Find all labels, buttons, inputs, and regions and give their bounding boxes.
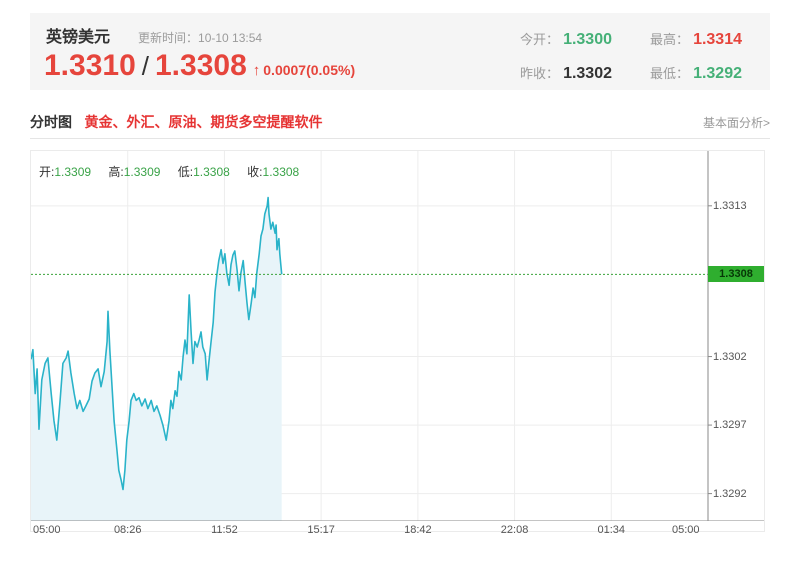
y-tick-label: 1.3297	[713, 419, 747, 432]
stat-prev-close-label: 昨收：	[520, 66, 560, 81]
section-divider	[30, 138, 770, 139]
legend-open: 开:1.3309	[39, 165, 92, 179]
section-row: 分时图 黄金、外汇、原油、期货多空提醒软件 基本面分析>	[30, 112, 770, 132]
x-tick-label: 22:08	[500, 524, 529, 536]
price-change: 0.0007(0.05%)	[263, 62, 356, 78]
chart-legend: 开:1.3309 高:1.3309 低:1.3308 收:1.3308	[39, 163, 313, 180]
x-tick-label: 05:00	[33, 524, 61, 536]
x-tick-label: 18:42	[404, 524, 432, 536]
y-tick-label: 1.3313	[713, 199, 747, 212]
stat-high-label: 最高：	[650, 32, 690, 47]
bid-price: 1.3310	[44, 49, 136, 82]
update-time-label: 更新时间：	[138, 31, 199, 45]
y-tick-label: 1.3302	[713, 350, 747, 363]
legend-high: 高:1.3309	[108, 165, 161, 179]
x-tick-label: 08:26	[113, 524, 142, 536]
stat-value-0: 1.3300	[563, 31, 612, 48]
stat-open-label: 今开：	[520, 32, 560, 47]
x-tick-label: 01:34	[597, 524, 626, 536]
quote-stats: 今开： 1.3300 最高： 1.3314 昨收： 1.3302 最低： 1.3…	[520, 29, 742, 83]
up-arrow-icon: ↑	[252, 62, 261, 79]
symbol-name: 英镑美元	[46, 29, 111, 46]
price-line	[31, 196, 283, 491]
promo-link[interactable]: 黄金、外汇、原油、期货多空提醒软件	[84, 114, 323, 130]
quote-price-row: 1.3310 / 1.3308 ↑ 0.0007(0.05%)	[44, 49, 355, 83]
stat-prev-close: 昨收： 1.3302	[520, 63, 612, 83]
stat-high: 最高： 1.3314	[650, 29, 742, 49]
stat-low-label: 最低：	[650, 66, 690, 81]
price-chart-svg[interactable]	[31, 151, 764, 521]
x-tick-label: 05:00	[672, 524, 700, 536]
stat-value-1: 1.3314	[693, 31, 742, 48]
legend-close: 收:1.3308	[247, 165, 300, 179]
update-time: 更新时间：10-10 13:54	[138, 29, 262, 46]
stat-low: 最低： 1.3292	[650, 63, 742, 83]
price-area	[31, 197, 282, 521]
quote-title-row: 英镑美元 更新时间：10-10 13:54	[46, 23, 262, 47]
fundamental-analysis-link[interactable]: 基本面分析>	[702, 116, 770, 130]
stat-open: 今开： 1.3300	[520, 29, 612, 49]
quote-header-card: 英镑美元 更新时间：10-10 13:54 1.3310 / 1.3308 ↑ …	[30, 13, 770, 90]
update-time-value: 10-10 13:54	[198, 31, 263, 45]
intraday-chart-card: 开:1.3309 高:1.3309 低:1.3308 收:1.3308 1.33…	[30, 150, 765, 536]
stat-value-2: 1.3302	[563, 65, 612, 82]
ask-price: 1.3308	[155, 49, 247, 82]
y-tick-label: 1.3292	[713, 487, 747, 500]
price-separator: /	[141, 51, 149, 81]
legend-low: 低:1.3308	[177, 165, 230, 179]
x-tick-label: 11:52	[211, 524, 238, 536]
cutoff-text-fragments	[390, 558, 790, 564]
stat-value-3: 1.3292	[693, 65, 742, 82]
section-title: 分时图	[30, 114, 72, 130]
x-tick-label: 15:17	[307, 524, 335, 536]
current-price-tag: 1.3308	[708, 266, 764, 283]
